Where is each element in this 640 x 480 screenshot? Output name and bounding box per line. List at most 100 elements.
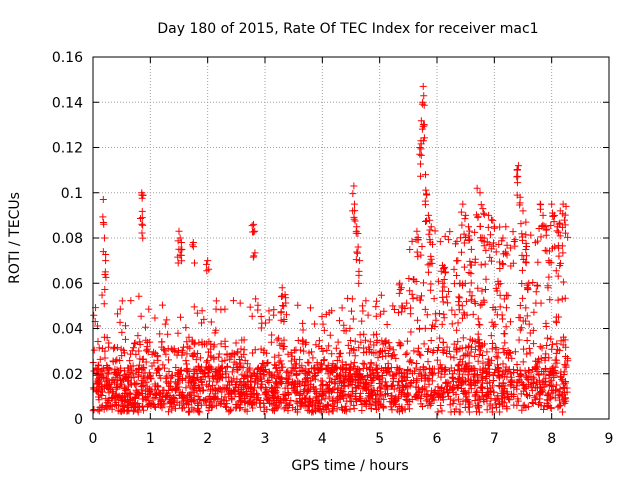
data-point: [485, 365, 493, 373]
data-point: [263, 405, 271, 413]
data-point: [465, 389, 473, 397]
data-point: [360, 330, 368, 338]
data-point: [373, 330, 381, 338]
data-point: [548, 200, 556, 208]
data-point: [455, 408, 463, 416]
data-point: [486, 231, 494, 239]
data-point: [234, 401, 242, 409]
data-point: [456, 400, 464, 408]
data-point: [414, 233, 422, 241]
data-point: [121, 335, 129, 343]
data-point: [442, 365, 450, 373]
data-point: [480, 209, 488, 217]
data-point: [490, 224, 498, 232]
data-point: [558, 295, 566, 303]
data-point: [98, 374, 106, 382]
data-point: [449, 385, 457, 393]
data-point: [241, 356, 249, 364]
data-point: [227, 353, 235, 361]
data-point: [121, 398, 129, 406]
data-point: [445, 392, 453, 400]
data-point: [308, 348, 316, 356]
data-point: [451, 311, 459, 319]
data-point: [153, 390, 160, 398]
data-point: [380, 395, 388, 403]
data-point: [557, 373, 565, 381]
data-point: [142, 323, 150, 331]
data-point: [525, 320, 533, 328]
data-point: [420, 92, 428, 100]
data-point: [440, 314, 448, 322]
data-point: [402, 351, 410, 359]
data-point: [315, 342, 323, 350]
data-point: [271, 384, 279, 392]
data-point: [545, 258, 553, 266]
data-point: [281, 390, 289, 398]
data-point: [419, 123, 427, 131]
data-point: [563, 384, 571, 392]
data-point: [246, 385, 254, 393]
data-point: [518, 251, 526, 259]
data-point: [219, 384, 227, 392]
data-point: [523, 350, 531, 358]
data-point: [117, 366, 125, 374]
data-point: [542, 319, 550, 327]
data-point: [172, 384, 180, 392]
data-point: [135, 347, 143, 355]
data-point: [112, 385, 120, 393]
data-point: [483, 348, 491, 356]
data-point: [203, 358, 211, 366]
data-point: [292, 360, 300, 368]
data-point: [215, 353, 223, 361]
data-point: [260, 349, 268, 357]
data-point: [475, 342, 483, 350]
data-point: [188, 241, 196, 249]
data-point: [555, 252, 563, 260]
data-point: [230, 375, 238, 383]
data-point: [519, 381, 527, 389]
data-point: [113, 356, 121, 364]
data-point: [443, 343, 451, 351]
data-point: [476, 189, 484, 197]
data-point: [231, 387, 239, 395]
data-point: [271, 353, 279, 361]
data-point: [138, 383, 146, 391]
data-point: [138, 364, 146, 372]
data-point: [355, 344, 363, 352]
data-point: [503, 241, 511, 249]
data-point: [287, 357, 295, 365]
data-point: [455, 360, 463, 368]
data-point: [114, 310, 122, 318]
data-point: [541, 246, 549, 254]
data-point: [480, 211, 488, 219]
data-point: [319, 347, 327, 355]
data-point: [101, 354, 109, 362]
data-point: [221, 343, 229, 351]
data-point: [495, 365, 503, 373]
data-point: [340, 407, 348, 415]
data-point: [462, 297, 470, 305]
data-point: [138, 402, 146, 410]
data-point: [427, 286, 435, 294]
data-point: [465, 359, 473, 367]
data-point: [514, 367, 522, 375]
data-point: [280, 396, 288, 404]
data-point: [461, 377, 469, 385]
data-point: [408, 290, 416, 298]
data-point: [278, 284, 286, 292]
data-point: [221, 356, 229, 364]
data-point: [411, 367, 419, 375]
data-point: [362, 297, 370, 305]
data-point: [500, 330, 508, 338]
data-point: [230, 350, 238, 358]
data-point: [341, 368, 349, 376]
data-point: [105, 366, 113, 374]
data-point: [104, 382, 112, 390]
data-point: [549, 209, 557, 217]
data-point: [185, 333, 193, 341]
data-point: [111, 343, 119, 351]
data-point: [408, 237, 416, 245]
data-point: [438, 261, 446, 269]
data-point: [560, 380, 568, 388]
data-point: [499, 261, 507, 269]
